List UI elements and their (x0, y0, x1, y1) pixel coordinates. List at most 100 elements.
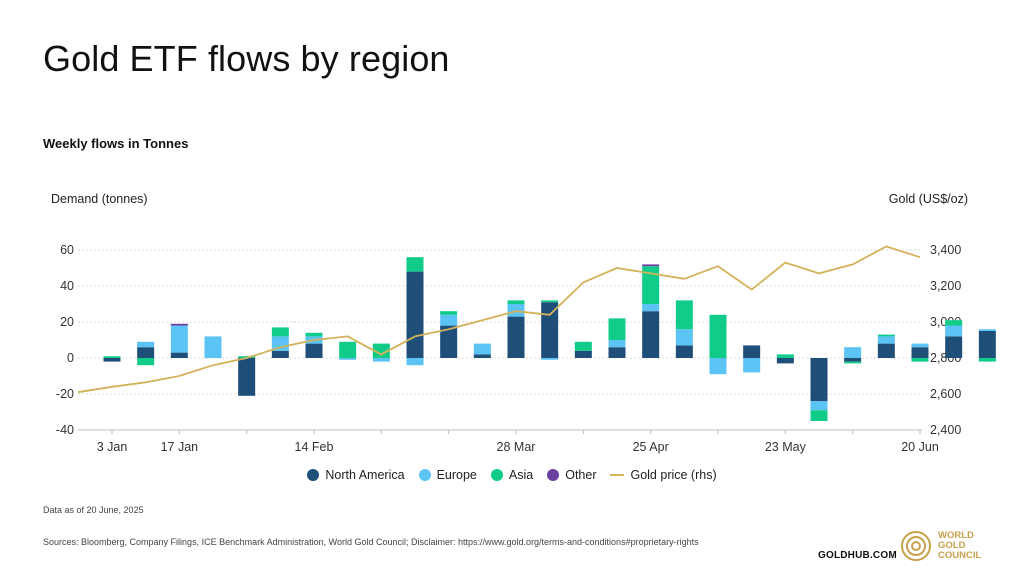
bar-north-america-25 (945, 336, 963, 358)
page-title: Gold ETF flows by region (43, 38, 450, 79)
bar-europe-1 (137, 341, 155, 348)
legend-line-swatch (610, 474, 625, 476)
bar-europe-16 (642, 304, 660, 312)
bar-asia-0 (103, 356, 121, 358)
legend-item-gold-price-rhs: Gold price (rhs) (610, 468, 717, 482)
bar-asia-21 (810, 410, 828, 421)
bar-north-america-5 (271, 350, 289, 358)
bar-europe-21 (810, 401, 828, 411)
bar-asia-9 (406, 257, 424, 272)
bar-asia-25 (945, 320, 963, 326)
bar-europe-22 (844, 347, 862, 358)
y-right-tick-label: 2,400 (930, 423, 961, 437)
x-tick-label: 14 Feb (295, 440, 334, 454)
legend-item-europe: Europe (418, 468, 477, 482)
left-axis-title: Demand (tonnes) (51, 192, 148, 206)
bar-north-america-1 (137, 347, 155, 358)
y-left-tick-label: 20 (60, 315, 74, 329)
bar-north-america-19 (743, 345, 761, 358)
y-left-tick-label: -40 (56, 423, 74, 437)
x-tick-label: 20 Jun (901, 440, 939, 454)
bar-europe-9 (406, 358, 424, 366)
gold-price-line (77, 245, 921, 394)
y-right-tick-label: 3,400 (930, 243, 961, 257)
legend-label: Europe (436, 468, 477, 482)
bar-asia-23 (877, 334, 895, 337)
bar-other-2 (170, 323, 188, 326)
bar-north-america-6 (305, 343, 323, 358)
sources-note: Sources: Bloomberg, Company Filings, ICE… (43, 537, 699, 547)
bar-europe-18 (709, 358, 727, 375)
chart-legend: North America Europe Asia Other Gold price (… (0, 468, 1024, 482)
legend-dot (307, 469, 320, 481)
bar-asia-5 (271, 327, 289, 337)
wgc-line-1: WORLD (938, 530, 974, 541)
bar-north-america-15 (608, 347, 626, 358)
bar-north-america-11 (473, 354, 491, 358)
bar-europe-8 (372, 358, 390, 362)
bar-north-america-26 (978, 331, 996, 358)
y-left-tick-label: 0 (67, 351, 74, 365)
x-tick-label: 3 Jan (97, 440, 128, 454)
bar-europe-13 (541, 358, 559, 360)
legend-label: North America (325, 468, 405, 482)
bar-asia-8 (372, 343, 390, 358)
bar-asia-10 (440, 311, 458, 315)
bar-north-america-24 (911, 347, 929, 358)
wgc-logo: WORLD GOLD COUNCIL (900, 530, 981, 562)
bar-north-america-21 (810, 358, 828, 402)
goldhub-link[interactable]: GOLDHUB.COM (818, 550, 897, 561)
bar-europe-17 (675, 329, 693, 346)
bar-asia-22 (844, 361, 862, 364)
x-tick-label: 23 May (765, 440, 807, 454)
legend-dot (547, 469, 560, 481)
bar-europe-11 (473, 343, 491, 355)
y-left-tick-label: 60 (60, 243, 74, 257)
bar-europe-2 (170, 325, 188, 353)
legend-label: Asia (508, 468, 534, 482)
right-axis-title: Gold (US$/oz) (888, 192, 968, 206)
bar-asia-15 (608, 318, 626, 340)
bar-north-america-9 (406, 271, 424, 358)
wgc-line-2: GOLD (938, 540, 966, 551)
bar-north-america-0 (103, 358, 121, 362)
bar-north-america-10 (440, 325, 458, 358)
wgc-emblem-icon (901, 531, 931, 561)
x-tick-label: 25 Apr (633, 440, 669, 454)
bar-asia-24 (911, 358, 929, 362)
bar-europe-7 (339, 358, 357, 360)
bar-north-america-23 (877, 343, 895, 358)
legend-dot (418, 469, 431, 481)
y-left-tick-label: -20 (56, 387, 74, 401)
x-tick-label: 17 Jan (161, 440, 199, 454)
legend-item-asia: Asia (490, 468, 534, 482)
x-tick-label: 28 Mar (497, 440, 536, 454)
bar-asia-18 (709, 314, 727, 358)
bar-europe-3 (204, 336, 222, 358)
bar-europe-25 (945, 325, 963, 337)
data-date-note: Data as of 20 June, 2025 (43, 505, 144, 515)
bar-asia-6 (305, 332, 323, 337)
bar-north-america-16 (642, 311, 660, 358)
bar-europe-10 (440, 314, 458, 326)
wgc-wordmark: WORLD GOLD COUNCIL (938, 531, 981, 561)
chart-subtitle: Weekly flows in Tonnes (43, 136, 189, 151)
bar-asia-17 (675, 300, 693, 330)
bar-asia-20 (776, 354, 794, 358)
bar-europe-19 (743, 358, 761, 373)
bar-north-america-2 (170, 352, 188, 358)
y-left-tick-label: 40 (60, 279, 74, 293)
legend-item-north-america: North America (307, 468, 405, 482)
bar-europe-15 (608, 340, 626, 348)
bar-asia-7 (339, 341, 357, 358)
y-right-tick-label: 2,600 (930, 387, 961, 401)
bar-europe-24 (911, 343, 929, 348)
bar-europe-12 (507, 304, 525, 317)
y-right-tick-label: 3,200 (930, 279, 961, 293)
legend-dot (490, 469, 503, 481)
bar-north-america-20 (776, 358, 794, 364)
bar-asia-16 (642, 266, 660, 304)
bar-north-america-17 (675, 345, 693, 358)
bar-north-america-12 (507, 316, 525, 358)
